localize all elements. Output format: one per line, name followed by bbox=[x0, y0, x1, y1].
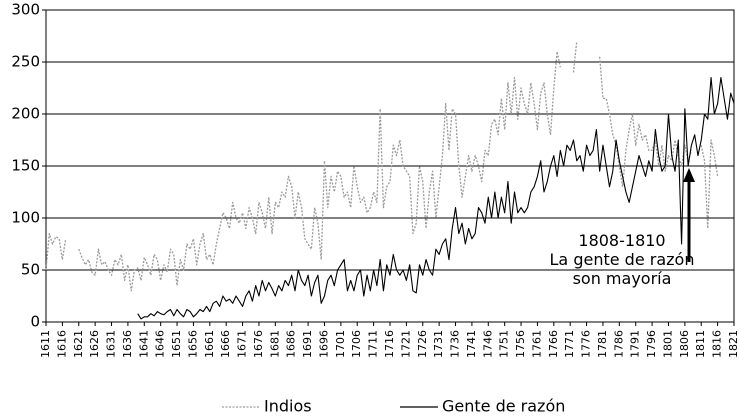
x-tick-label: 1821 bbox=[727, 330, 739, 358]
x-tick-label: 1671 bbox=[236, 330, 249, 358]
y-tick-label: 0 bbox=[30, 313, 40, 331]
x-tick-label: 1706 bbox=[350, 330, 363, 358]
x-tick-label: 1676 bbox=[252, 330, 265, 358]
annotation: La gente de razón bbox=[550, 250, 695, 269]
x-tick-label: 1766 bbox=[547, 330, 560, 358]
x-tick-label: 1616 bbox=[55, 330, 68, 358]
x-tick-label: 1691 bbox=[301, 330, 314, 358]
annotation: 1808-1810 bbox=[578, 231, 665, 250]
x-tick-label: 1746 bbox=[481, 330, 494, 358]
x-tick-label: 1811 bbox=[694, 330, 707, 358]
x-tick-label: 1701 bbox=[334, 330, 347, 358]
x-tick-label: 1731 bbox=[432, 330, 445, 358]
x-tick-label: 1786 bbox=[612, 330, 625, 358]
x-tick-label: 1681 bbox=[268, 330, 281, 358]
annotation: son mayoría bbox=[573, 269, 672, 288]
x-tick-label: 1631 bbox=[105, 330, 118, 358]
x-tick-label: 1756 bbox=[514, 330, 527, 358]
legend-label: Indios bbox=[264, 397, 312, 416]
x-tick-label: 1646 bbox=[154, 330, 167, 358]
x-tick-label: 1791 bbox=[629, 330, 642, 358]
x-tick-label: 1751 bbox=[498, 330, 511, 358]
x-tick-label: 1816 bbox=[711, 330, 724, 358]
data-line bbox=[45, 41, 719, 292]
x-tick-label: 1781 bbox=[596, 330, 609, 358]
x-tick-label: 1776 bbox=[580, 330, 593, 358]
x-tick-label: 1686 bbox=[285, 330, 298, 358]
x-tick-label: 1641 bbox=[137, 330, 150, 358]
y-tick-label: 50 bbox=[21, 261, 40, 279]
x-tick-label: 1626 bbox=[88, 330, 101, 358]
y-tick-label: 200 bbox=[11, 105, 40, 123]
x-tick-label: 1716 bbox=[383, 330, 396, 358]
x-tick-label: 1636 bbox=[121, 330, 134, 358]
x-tick-label: 1771 bbox=[563, 330, 576, 358]
y-tick-label: 300 bbox=[11, 1, 40, 19]
x-tick-label: 1611 bbox=[39, 330, 52, 358]
y-tick-label: 100 bbox=[11, 209, 40, 227]
x-tick-label: 1666 bbox=[219, 330, 232, 358]
x-tick-label: 1651 bbox=[170, 330, 183, 358]
x-tick-label: 1656 bbox=[186, 330, 199, 358]
x-tick-label: 1741 bbox=[465, 330, 478, 358]
data-line bbox=[137, 77, 735, 320]
x-tick-label: 1661 bbox=[203, 330, 216, 358]
x-tick-label: 1801 bbox=[661, 330, 674, 358]
x-tick-label: 1726 bbox=[416, 330, 429, 358]
x-tick-label: 1806 bbox=[678, 330, 691, 358]
x-tick-label: 1621 bbox=[72, 330, 85, 358]
x-tick-label: 1761 bbox=[530, 330, 543, 358]
y-tick-label: 250 bbox=[11, 53, 40, 71]
x-tick-label: 1721 bbox=[399, 330, 412, 358]
x-tick-label: 1736 bbox=[449, 330, 462, 358]
x-tick-label: 1696 bbox=[317, 330, 330, 358]
y-tick-label: 150 bbox=[11, 157, 40, 175]
x-tick-label: 1796 bbox=[645, 330, 658, 358]
legend-label: Gente de razón bbox=[442, 397, 565, 416]
arrow-head bbox=[683, 168, 695, 182]
x-tick-label: 1711 bbox=[367, 330, 380, 358]
